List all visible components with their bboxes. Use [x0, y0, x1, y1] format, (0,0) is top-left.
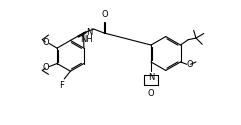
Text: O: O	[101, 10, 108, 19]
Text: O: O	[148, 89, 154, 98]
Text: O: O	[43, 63, 49, 72]
Text: N: N	[148, 73, 154, 82]
Text: O: O	[187, 60, 193, 69]
Text: O: O	[43, 38, 49, 47]
Text: N: N	[86, 28, 93, 37]
Text: NH: NH	[80, 35, 93, 44]
Text: F: F	[60, 81, 64, 90]
